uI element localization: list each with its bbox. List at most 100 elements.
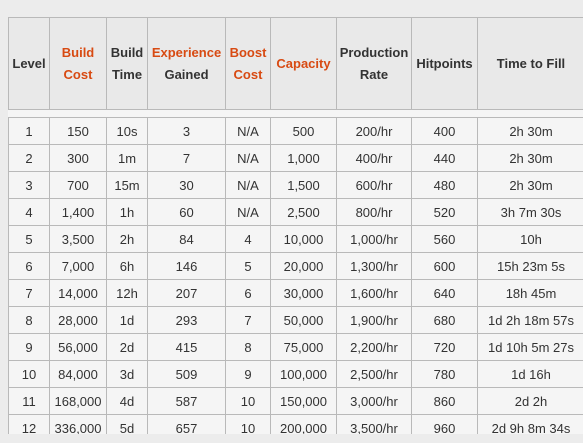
header-row: Level Build Cost Build Time Experience G… (8, 17, 583, 110)
cell-build-time: 12h (106, 279, 148, 307)
header-time-to-fill: Time to Fill (477, 17, 583, 110)
cell-hitpoints: 680 (411, 306, 478, 334)
cell-production-rate: 1,600/hr (336, 279, 412, 307)
cell-level: 4 (8, 198, 50, 226)
cell-boost-cost: 9 (225, 360, 271, 388)
header-capacity: Capacity (270, 17, 337, 110)
cell-production-rate: 600/hr (336, 171, 412, 199)
cell-capacity: 200,000 (270, 414, 337, 434)
cell-hitpoints: 400 (411, 117, 478, 145)
cell-experience-gained: 207 (147, 279, 226, 307)
table-body: 1 150 10s 3 N/A 500 200/hr 400 2h 30m 2 300 1m 7 N/A 1… (8, 109, 583, 434)
cell-capacity: 100,000 (270, 360, 337, 388)
cell-build-time: 2d (106, 333, 148, 361)
cell-hitpoints: 440 (411, 144, 478, 172)
cell-experience-gained: 3 (147, 117, 226, 145)
cell-boost-cost: 10 (225, 387, 271, 415)
cell-capacity: 50,000 (270, 306, 337, 334)
cell-build-time: 4d (106, 387, 148, 415)
spacer-cell (477, 109, 583, 118)
cell-hitpoints: 860 (411, 387, 478, 415)
cell-time-to-fill: 1d 16h (477, 360, 583, 388)
cell-time-to-fill: 2d 9h 8m 34s (477, 414, 583, 434)
cell-production-rate: 400/hr (336, 144, 412, 172)
cell-hitpoints: 640 (411, 279, 478, 307)
cell-level: 10 (8, 360, 50, 388)
cell-production-rate: 200/hr (336, 117, 412, 145)
cell-build-cost: 700 (49, 171, 107, 199)
cell-build-cost: 336,000 (49, 414, 107, 434)
cell-boost-cost: N/A (225, 171, 271, 199)
cell-build-cost: 3,500 (49, 225, 107, 253)
header-level: Level (8, 17, 50, 110)
cell-build-cost: 7,000 (49, 252, 107, 280)
table-row: 12 336,000 5d 657 10 200,000 3,500/hr 960 2d 9h … (8, 414, 583, 434)
table-row: 2 300 1m 7 N/A 1,000 400/hr 440 2h 30m (8, 144, 583, 172)
header-boost-cost: Boost Cost (225, 17, 271, 110)
cell-build-time: 6h (106, 252, 148, 280)
spacer-cell (225, 109, 271, 118)
cell-build-cost: 1,400 (49, 198, 107, 226)
header-build-cost: Build Cost (49, 17, 107, 110)
cell-production-rate: 2,200/hr (336, 333, 412, 361)
cell-capacity: 10,000 (270, 225, 337, 253)
spacer-cell (270, 109, 337, 118)
cell-time-to-fill: 2h 30m (477, 117, 583, 145)
cell-experience-gained: 293 (147, 306, 226, 334)
cell-level: 11 (8, 387, 50, 415)
cell-production-rate: 2,500/hr (336, 360, 412, 388)
cell-level: 1 (8, 117, 50, 145)
cell-experience-gained: 415 (147, 333, 226, 361)
cell-production-rate: 1,900/hr (336, 306, 412, 334)
cell-time-to-fill: 1d 2h 18m 57s (477, 306, 583, 334)
cell-build-cost: 150 (49, 117, 107, 145)
cell-time-to-fill: 10h (477, 225, 583, 253)
cell-build-time: 1m (106, 144, 148, 172)
cell-time-to-fill: 3h 7m 30s (477, 198, 583, 226)
cell-capacity: 500 (270, 117, 337, 145)
table-row: 11 168,000 4d 587 10 150,000 3,000/hr 860 2d 2h (8, 387, 583, 415)
table-row: 6 7,000 6h 146 5 20,000 1,300/hr 600 15h 23m 5s (8, 252, 583, 280)
table-row: 5 3,500 2h 84 4 10,000 1,000/hr 560 10h (8, 225, 583, 253)
cell-hitpoints: 960 (411, 414, 478, 434)
cell-build-cost: 300 (49, 144, 107, 172)
cell-time-to-fill: 1d 10h 5m 27s (477, 333, 583, 361)
cell-production-rate: 1,300/hr (336, 252, 412, 280)
cell-level: 7 (8, 279, 50, 307)
spacer-cell (106, 109, 148, 118)
cell-build-cost: 56,000 (49, 333, 107, 361)
cell-level: 8 (8, 306, 50, 334)
cell-build-time: 10s (106, 117, 148, 145)
cell-level: 5 (8, 225, 50, 253)
cell-build-time: 3d (106, 360, 148, 388)
cell-production-rate: 800/hr (336, 198, 412, 226)
cell-boost-cost: N/A (225, 198, 271, 226)
header-production-rate: Production Rate (336, 17, 412, 110)
cell-production-rate: 1,000/hr (336, 225, 412, 253)
cell-build-time: 15m (106, 171, 148, 199)
spacer-cell (411, 109, 478, 118)
cell-hitpoints: 520 (411, 198, 478, 226)
cell-boost-cost: 4 (225, 225, 271, 253)
cell-experience-gained: 60 (147, 198, 226, 226)
table-row: 10 84,000 3d 509 9 100,000 2,500/hr 780 1d 16h (8, 360, 583, 388)
cell-experience-gained: 587 (147, 387, 226, 415)
spacer-cell (8, 109, 50, 118)
cell-level: 6 (8, 252, 50, 280)
cell-capacity: 30,000 (270, 279, 337, 307)
header-spacer-row (8, 109, 583, 118)
cell-experience-gained: 146 (147, 252, 226, 280)
cell-boost-cost: N/A (225, 144, 271, 172)
cell-level: 3 (8, 171, 50, 199)
cell-capacity: 150,000 (270, 387, 337, 415)
cell-build-time: 2h (106, 225, 148, 253)
cell-hitpoints: 480 (411, 171, 478, 199)
cell-boost-cost: 7 (225, 306, 271, 334)
cell-boost-cost: 8 (225, 333, 271, 361)
cell-build-time: 5d (106, 414, 148, 434)
table-row: 9 56,000 2d 415 8 75,000 2,200/hr 720 1d 10h 5m … (8, 333, 583, 361)
spacer-cell (336, 109, 412, 118)
table-row: 3 700 15m 30 N/A 1,500 600/hr 480 2h 30m (8, 171, 583, 199)
cell-build-cost: 84,000 (49, 360, 107, 388)
table-row: 4 1,400 1h 60 N/A 2,500 800/hr 520 3h 7m 30s (8, 198, 583, 226)
